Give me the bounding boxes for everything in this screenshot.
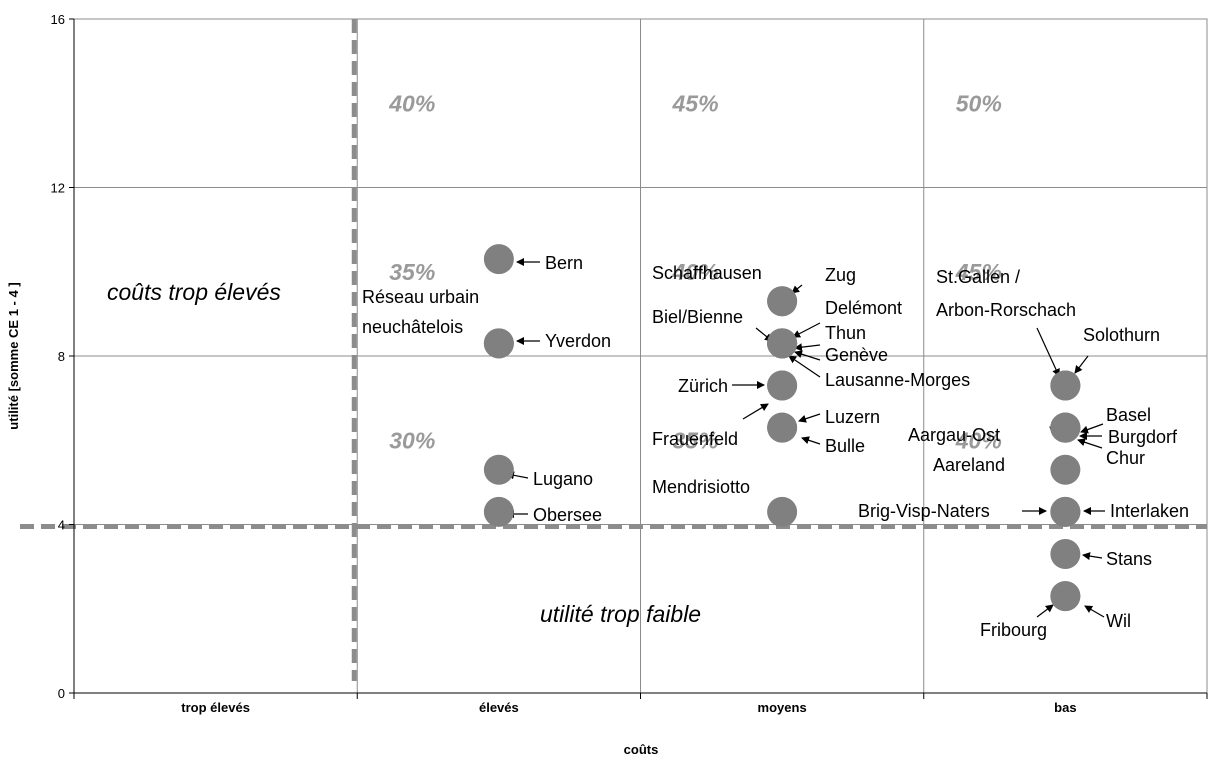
zone-percentages: 40% 45% 50% 35% 40% 45% 30% 35% 40% (388, 90, 1002, 453)
zone-percentage: 40% (955, 427, 1002, 453)
zone-percentage: 50% (956, 90, 1002, 116)
point-label: Wil (1106, 611, 1131, 631)
data-point (767, 370, 798, 401)
leader-arrow (1077, 438, 1103, 449)
leader-arrow (792, 322, 821, 338)
leader-arrow (801, 436, 821, 445)
point-label: Biel/Bienne (652, 307, 743, 327)
zone-percentage: 35% (673, 427, 719, 453)
point-label: Mendrisiotto (652, 477, 750, 497)
leader-arrow (1084, 605, 1105, 618)
point-label: Frauenfeld (652, 429, 738, 449)
point-label: Luzern (825, 407, 880, 427)
leader-arrow (794, 343, 821, 352)
data-point (1050, 412, 1081, 443)
point-label: Solothurn (1083, 325, 1160, 345)
point-label: Zug (825, 265, 856, 285)
point-labels: Bern Réseau urbain neuchâtelois Yverdon Luga… (362, 253, 1189, 640)
point-label: Interlaken (1110, 501, 1189, 521)
annotation-utility-too-low: utilité trop faible (540, 601, 701, 627)
y-tick-label: 8 (58, 349, 65, 364)
data-point (767, 496, 798, 527)
data-point (483, 454, 514, 485)
x-category-label: élevés (479, 700, 519, 715)
zone-percentage: 35% (389, 259, 435, 285)
y-tick-label: 4 (58, 518, 65, 533)
data-point (767, 286, 798, 317)
leader-arrow (788, 355, 821, 378)
zone-percentage: 40% (672, 259, 719, 285)
point-label: Réseau urbain (362, 287, 479, 307)
x-category-label: bas (1054, 700, 1076, 715)
zone-percentage: 30% (389, 427, 435, 453)
zone-percentage: 45% (672, 90, 719, 116)
annotation-cost-too-high: coûts trop élevés (107, 279, 281, 305)
data-point (483, 328, 514, 359)
data-point (1050, 370, 1081, 401)
leader-arrow (794, 350, 821, 361)
point-label: Stans (1106, 549, 1152, 569)
point-label: Aareland (933, 455, 1005, 475)
data-point (1050, 496, 1081, 527)
point-label: Bulle (825, 436, 865, 456)
data-point (767, 412, 798, 443)
point-label: Arbon-Rorschach (936, 300, 1076, 320)
point-label: Brig-Visp-Naters (858, 501, 990, 521)
data-point (483, 244, 514, 275)
point-label: Chur (1106, 448, 1145, 468)
y-tick-label: 16 (51, 12, 65, 27)
zone-percentage: 45% (955, 259, 1002, 285)
x-category-label: trop élevés (181, 700, 250, 715)
point-label: Lugano (533, 469, 593, 489)
data-point (483, 496, 514, 527)
point-label: Thun (825, 323, 866, 343)
point-label: St.Gallen / (936, 267, 1020, 287)
leader-arrow (1080, 423, 1104, 434)
label-arrows (506, 258, 1105, 618)
leader-arrow (1036, 327, 1060, 377)
point-label: Aargau-Ost (908, 425, 1000, 445)
point-label: Zürich (678, 376, 728, 396)
x-category-label: moyens (758, 700, 807, 715)
point-label: Delémont (825, 298, 902, 318)
point-label: Fribourg (980, 620, 1047, 640)
data-points (483, 244, 1081, 612)
zone-percentage: 40% (388, 90, 435, 116)
axes: 0 4 8 12 16 trop élevés élevés moyens bas (51, 12, 1208, 715)
leader-arrow (1082, 552, 1103, 561)
data-point (1050, 581, 1081, 612)
grid (73, 18, 1208, 694)
point-label: Lausanne-Morges (825, 370, 970, 390)
y-tick-label: 12 (51, 181, 65, 196)
point-label: Burgdorf (1108, 427, 1178, 447)
point-label: Bern (545, 253, 583, 273)
point-label: Genève (825, 345, 888, 365)
leader-arrow (742, 403, 769, 420)
leader-arrow (1074, 355, 1089, 374)
leader-arrow (798, 413, 821, 423)
data-point (767, 328, 798, 359)
data-point (1050, 538, 1081, 569)
leader-arrow (1036, 604, 1054, 618)
point-label: Schaffhausen (652, 263, 762, 283)
data-point (1050, 454, 1081, 485)
point-label: Basel (1106, 405, 1151, 425)
point-label: Obersee (533, 505, 602, 525)
x-axis-title: coûts (624, 742, 659, 757)
y-tick-label: 0 (58, 686, 65, 701)
point-label: Yverdon (545, 331, 611, 351)
y-axis-title: utilité [somme CE 1 - 4 ] (6, 282, 21, 429)
point-label: neuchâtelois (362, 317, 463, 337)
threshold-lines (20, 19, 1207, 681)
